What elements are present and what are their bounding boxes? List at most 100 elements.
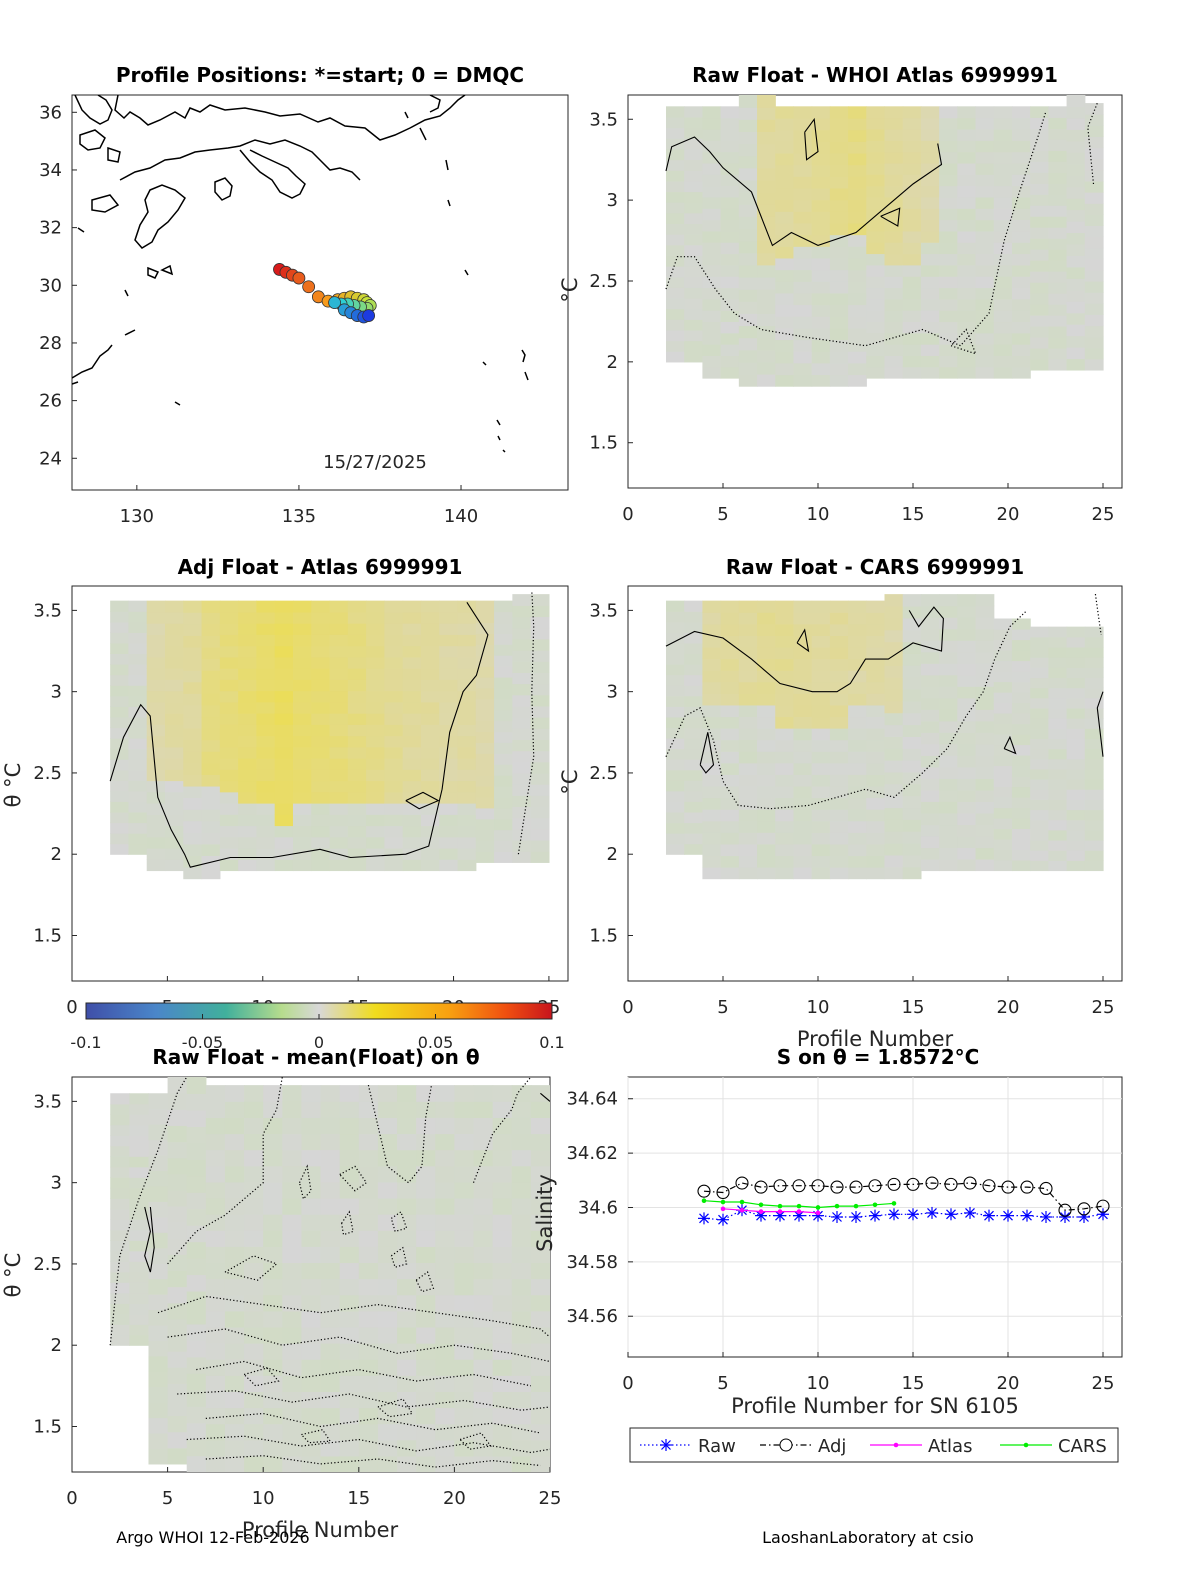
field-cell [282, 1246, 303, 1264]
field-cell [775, 670, 795, 683]
field-cell [1084, 125, 1104, 138]
field-cell [311, 791, 331, 804]
field-cell [866, 646, 886, 660]
field-cell [775, 855, 795, 868]
field-cell [347, 724, 367, 737]
field-cell [666, 727, 685, 739]
field-cell [1066, 779, 1086, 790]
field-cell [475, 731, 495, 743]
field-cell [475, 600, 495, 613]
field-cell [1030, 336, 1049, 349]
field-cell [975, 253, 995, 266]
field-cell [454, 1375, 475, 1393]
field-cell [416, 1246, 436, 1264]
field-cell [311, 701, 331, 714]
field-cell [244, 1310, 264, 1328]
field-cell [884, 629, 904, 643]
field-cell [738, 361, 758, 375]
field-cell [738, 204, 758, 217]
field-cell [757, 240, 776, 254]
field-cell [775, 623, 795, 636]
field-cell [366, 814, 385, 827]
field-cell [110, 727, 130, 739]
field-cell [702, 797, 722, 810]
field-cell [1084, 758, 1104, 770]
field-cell [666, 297, 685, 310]
field-cell [454, 1149, 475, 1167]
field-cell [397, 1262, 417, 1280]
y-tick-label: 3.5 [589, 600, 618, 621]
field-cell [492, 1149, 513, 1167]
field-cell [475, 807, 495, 820]
data-point-adj [716, 1185, 730, 1200]
x-tick-label: 5 [717, 997, 728, 1018]
field-cell [666, 801, 685, 813]
data-point-adj [1001, 1180, 1015, 1194]
field-cell [902, 724, 922, 737]
field-cell [256, 791, 276, 804]
field-cell [1084, 292, 1104, 304]
field-cell [530, 795, 550, 808]
field-cell [219, 859, 239, 872]
salinity-ylabel: Salinity [533, 1174, 557, 1252]
field-cell [684, 234, 704, 246]
field-cell [829, 199, 849, 212]
field-cell [1048, 779, 1068, 790]
field-cell [684, 212, 704, 225]
field-cell [205, 1359, 226, 1376]
field-cell [848, 728, 867, 741]
field-cell [347, 713, 367, 725]
field-cell [1048, 128, 1068, 140]
field-cell [256, 780, 276, 793]
y-tick-label: 3.5 [589, 109, 618, 130]
field-cell [530, 616, 550, 629]
field-cell [201, 600, 221, 613]
field-cell [339, 1181, 360, 1199]
field-cell [720, 774, 740, 787]
field-cell [420, 859, 440, 872]
field-cell [884, 253, 904, 266]
field-cell [282, 1326, 303, 1344]
field-cell [205, 1085, 226, 1102]
field-cell [775, 797, 795, 810]
field-cell [146, 690, 166, 703]
field-cell [457, 825, 477, 838]
field-cell [238, 758, 258, 770]
field-cell [530, 739, 550, 752]
field-cell [902, 208, 922, 221]
field-cell [1048, 216, 1068, 228]
data-point-cars [853, 1203, 859, 1209]
legend-marker [779, 1438, 793, 1452]
field-cell [301, 1181, 322, 1199]
field-cell [473, 1246, 494, 1264]
field-cell [1011, 310, 1031, 323]
field-cell [702, 287, 722, 300]
field-cell [219, 600, 239, 613]
data-point-adj [697, 1184, 711, 1198]
field-cell [720, 276, 740, 289]
field-cell [311, 634, 331, 647]
field-cell [702, 298, 722, 311]
field-cell [263, 1407, 283, 1425]
field-cell [366, 847, 385, 860]
field-cell [420, 645, 440, 658]
field-cell [738, 843, 758, 857]
field-cell [183, 820, 203, 833]
field-cell [684, 716, 704, 729]
field-cell [439, 645, 459, 658]
field-cell [757, 95, 776, 108]
contour-dotted [390, 1246, 408, 1268]
field-cell [920, 332, 940, 345]
field-cell [292, 713, 312, 725]
field-cell [993, 230, 1013, 243]
field-cell [201, 670, 221, 683]
contour-dotted [472, 1077, 532, 1183]
field-cell [720, 219, 740, 232]
field-cell [1048, 789, 1068, 800]
field-cell [165, 735, 184, 748]
x-tick-label: 15 [902, 997, 925, 1018]
y-tick-label: 2 [51, 1335, 62, 1356]
field-cell [402, 814, 422, 827]
field-cell [494, 600, 513, 613]
field-cell [320, 1407, 341, 1425]
